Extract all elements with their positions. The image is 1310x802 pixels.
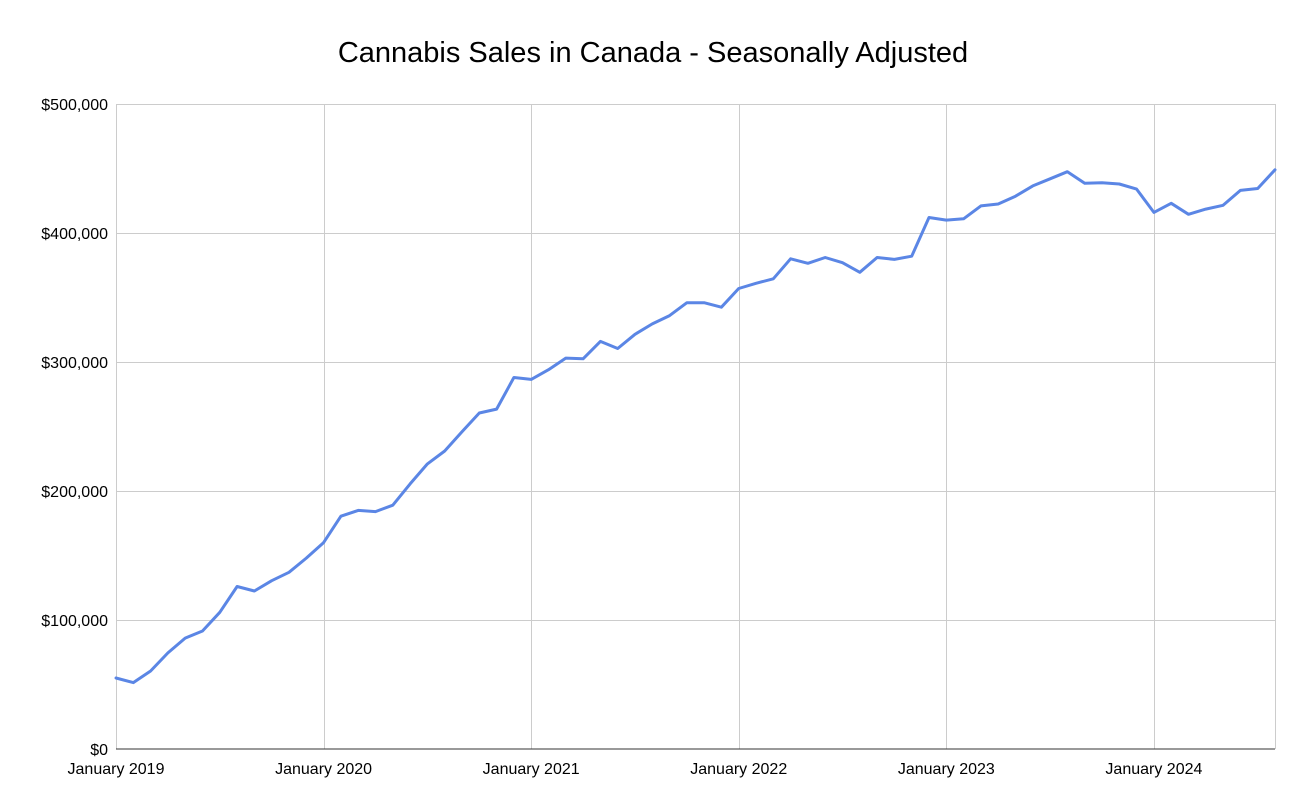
x-tick-label: January 2021 (483, 761, 580, 778)
x-tick-label: January 2024 (1105, 761, 1202, 778)
y-tick-labels: $0 $100,000 $200,000 $300,000 $400,000 $500,0… (41, 97, 108, 759)
y-tick-label: $500,000 (41, 97, 108, 114)
y-tick-label: $300,000 (41, 355, 108, 372)
x-tick-label: January 2022 (690, 761, 787, 778)
x-gridlines (116, 104, 1276, 749)
x-tick-label: January 2019 (68, 761, 165, 778)
x-tick-label: January 2020 (275, 761, 372, 778)
x-tick-labels: January 2019 January 2020 January 2021 Janu… (68, 761, 1203, 778)
y-tick-label: $100,000 (41, 613, 108, 630)
x-tick-label: January 2023 (898, 761, 995, 778)
series-line (114, 168, 1277, 685)
y-gridlines (116, 104, 1275, 621)
chart-title: Cannabis Sales in Canada - Seasonally Ad… (338, 37, 968, 69)
series-group (114, 168, 1277, 685)
y-tick-label: $200,000 (41, 484, 108, 501)
y-tick-label: $0 (90, 742, 108, 759)
y-tick-label: $400,000 (41, 226, 108, 243)
